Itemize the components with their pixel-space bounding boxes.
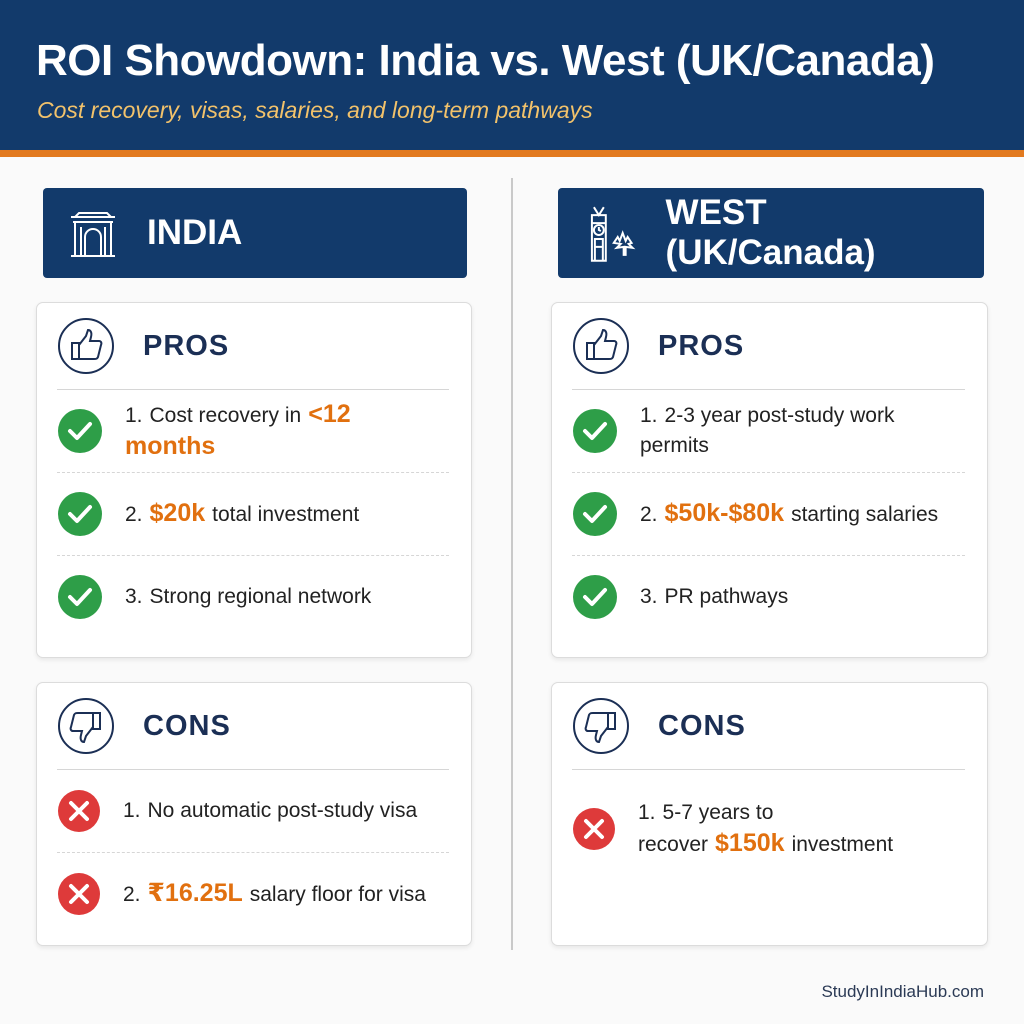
pros-card: PROS 1. Cost recovery in <12 months 2. $20k to… <box>36 302 472 658</box>
column-header: INDIA <box>43 188 467 278</box>
list-item: 2. $50k-$80k starting salaries <box>572 473 965 556</box>
item-number: 1. <box>123 799 141 822</box>
card-header: CONS <box>57 683 449 770</box>
highlight: <12 months <box>125 400 351 460</box>
highlight: $150k <box>715 829 785 857</box>
text-segment: 5-7 years to recover <box>638 801 774 856</box>
item-text: 3. PR pathways <box>640 582 795 612</box>
text-segment: Cost recovery in <box>149 404 302 427</box>
text-segment: total investment <box>212 503 360 526</box>
subtitle: Cost recovery, visas, salaries, and long… <box>37 97 593 123</box>
text-segment: Strong regional network <box>149 585 372 608</box>
item-text: 1. 5-7 years to recover $150k investment <box>638 798 965 860</box>
item-text: 1. 2-3 year post-study work permits <box>640 401 965 461</box>
column-title: WEST (UK/Canada) <box>665 193 876 272</box>
list-item: 2. $20k total investment <box>57 473 449 556</box>
text-segment: 2-3 year post-study work permits <box>640 404 895 457</box>
list-item: 3. PR pathways <box>572 556 965 638</box>
text-segment: investment <box>791 833 894 856</box>
list-item: 1. 5-7 years to recover $150k investment <box>572 770 965 888</box>
card-heading: PROS <box>658 329 745 362</box>
item-list: 1. 2-3 year post-study work permits 2. $50k… <box>572 390 965 638</box>
title: ROI Showdown: India vs. West (UK/Canada) <box>36 36 935 85</box>
cons-card: CONS 1. No automatic post-study visa 2. ₹16.… <box>36 682 472 946</box>
divider <box>511 178 513 950</box>
item-text: 2. $50k-$80k starting salaries <box>640 498 945 530</box>
pros-card: PROS 1. 2-3 year post-study work permits 2.… <box>551 302 988 658</box>
item-text: 2. $20k total investment <box>125 498 366 530</box>
footer: StudyInIndiaHub.com <box>821 982 984 1001</box>
card-header: PROS <box>572 303 965 390</box>
list-item: 1. No automatic post-study visa <box>57 770 449 853</box>
highlight: ₹16.25L <box>147 879 243 907</box>
item-list: 1. No automatic post-study visa 2. ₹16.25L s… <box>57 770 449 935</box>
item-number: 2. <box>125 503 143 526</box>
item-number: 3. <box>640 585 658 608</box>
cons-card: CONS 1. 5-7 years to recover $150k investmen… <box>551 682 988 946</box>
item-number: 1. <box>125 404 143 427</box>
item-number: 2. <box>640 503 658 526</box>
list-item: 2. ₹16.25L salary floor for visa <box>57 853 449 935</box>
text-segment: No automatic post-study visa <box>147 799 418 822</box>
header: ROI Showdown: India vs. West (UK/Canada)… <box>0 0 1024 157</box>
column-header: WEST (UK/Canada) <box>558 188 984 278</box>
item-number: 2. <box>123 883 141 906</box>
item-text: 3. Strong regional network <box>125 582 378 612</box>
card-heading: CONS <box>143 709 231 742</box>
item-list: 1. 5-7 years to recover $150k investment <box>572 770 965 888</box>
list-item: 1. Cost recovery in <12 months <box>57 390 449 473</box>
item-list: 1. Cost recovery in <12 months 2. $20k total … <box>57 390 449 638</box>
item-text: 2. ₹16.25L salary floor for visa <box>123 878 433 910</box>
column-title: INDIA <box>147 213 243 252</box>
highlight: $50k-$80k <box>664 499 785 527</box>
list-item: 3. Strong regional network <box>57 556 449 638</box>
item-text: 1. Cost recovery in <12 months <box>125 399 449 463</box>
text-segment: PR pathways <box>664 585 789 608</box>
card-heading: CONS <box>658 709 746 742</box>
text-segment: starting salaries <box>791 503 939 526</box>
item-number: 3. <box>125 585 143 608</box>
card-header: PROS <box>57 303 449 390</box>
highlight: $20k <box>149 499 206 527</box>
item-text: 1. No automatic post-study visa <box>123 796 424 826</box>
item-number: 1. <box>640 404 658 427</box>
card-header: CONS <box>572 683 965 770</box>
item-number: 1. <box>638 801 656 824</box>
card-heading: PROS <box>143 329 230 362</box>
list-item: 1. 2-3 year post-study work permits <box>572 390 965 473</box>
text-segment: salary floor for visa <box>249 883 426 906</box>
